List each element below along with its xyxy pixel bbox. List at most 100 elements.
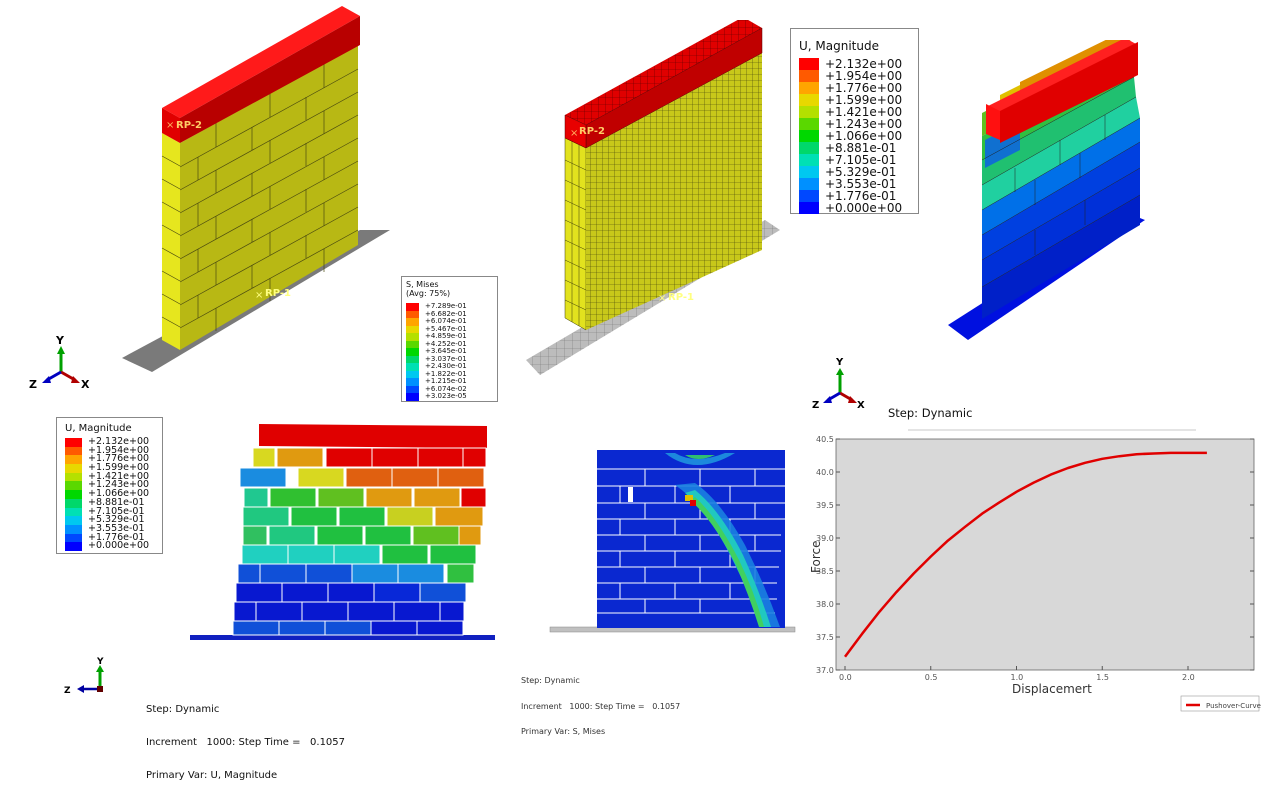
chart-legend[interactable]: Pushover-Curve [1180, 695, 1261, 712]
mesh-rp2-marker[interactable]: × RP-2 [570, 126, 605, 139]
legend-row: +8.881e-01 [799, 142, 910, 154]
legend-value: +1.066e+00 [825, 129, 903, 143]
legend-row: +1.243e+00 [65, 479, 154, 491]
legend-swatch [65, 542, 82, 551]
svg-text:RP-1: RP-1 [668, 292, 694, 303]
pushover-curve-line[interactable] [843, 451, 1207, 658]
svg-text:RP-2: RP-2 [176, 120, 202, 131]
legend-value: +4.859e-01 [425, 332, 467, 340]
legend-value: +6.074e-02 [425, 384, 467, 393]
legend-row: +3.553e-01 [65, 524, 154, 534]
displacement-legend-top-scale: +2.132e+00 +1.954e+00 +1.776e+00 +1.599e+00… [799, 58, 910, 214]
legend-value: +1.421e+00 [825, 105, 903, 119]
triad-y-label: Y [55, 334, 65, 347]
y-axis-label: Force [809, 541, 823, 573]
front-s-info: Step: Dynamic Increment 1000: Step Time … [521, 676, 681, 736]
front-u-triad: Y Z [64, 657, 104, 696]
legend-value: +6.682e-01 [425, 309, 467, 318]
legend-swatch [406, 325, 419, 333]
displacement-legend-bottom-scale: +2.132e+00 +1.954e+00 +1.776e+00 +1.599e+00… [65, 436, 154, 551]
svg-text:Y: Y [835, 357, 844, 368]
rp2-marker[interactable]: × RP-2 [166, 120, 202, 131]
legend-swatch [65, 490, 82, 499]
legend-swatch [799, 94, 819, 106]
displacement-legend-top: U, Magnitude +2.132e+00 +1.954e+00 +1.776e… [790, 28, 919, 214]
mesh-wall-face [586, 53, 762, 330]
x-axis-label: Displacemert [1012, 682, 1092, 696]
beam-side [162, 108, 180, 143]
legend-series-label: Pushover-Curve [1206, 702, 1261, 710]
deformed-front-u-view[interactable] [185, 418, 525, 648]
legend-value: +1.243e+00 [88, 479, 150, 491]
svg-text:×: × [570, 128, 578, 139]
legend-row: +7.105e-01 [799, 154, 910, 166]
svg-text:0.0: 0.0 [839, 673, 852, 682]
legend-value: +7.105e-01 [88, 505, 145, 517]
legend-value: +3.023e-05 [425, 392, 467, 400]
legend-swatch [406, 370, 419, 378]
undeformed-wall-view[interactable]: × RP-2 × RP-1 [110, 0, 410, 390]
legend-value: +2.430e-01 [425, 362, 467, 370]
deformed-3d-view[interactable] [940, 40, 1160, 350]
legend-swatch [406, 363, 419, 371]
legend-row: +3.037e-01 [406, 354, 493, 363]
front-u-info: Step: Dynamic Increment 1000: Step Time … [146, 704, 346, 781]
legend-swatch [799, 202, 819, 214]
legend-value: +7.289e-01 [425, 302, 467, 310]
svg-text:RP-1: RP-1 [265, 288, 291, 299]
rp1-marker[interactable]: × RP-1 [255, 288, 291, 301]
svg-text:×: × [658, 293, 666, 304]
svg-text:39.5: 39.5 [816, 501, 834, 510]
legend-swatch [65, 472, 82, 482]
legend-row: +2.132e+00 [799, 58, 910, 70]
pushover-chart[interactable]: 0.0 0.5 1.0 1.5 2.0 37.0 37.5 38.0 38.5 39.0 39.5… [800, 425, 1280, 720]
legend-value: +4.252e-01 [425, 339, 467, 348]
legend-row: +3.645e-01 [406, 347, 493, 356]
legend-value: +1.066e+00 [88, 488, 150, 500]
legend-swatch [65, 438, 82, 447]
chart-plot-area [835, 438, 1255, 671]
legend-swatch [65, 533, 82, 543]
legend-swatch [799, 118, 819, 130]
chart-top-rule [908, 429, 1196, 431]
legend-value: +1.243e+00 [825, 117, 903, 131]
x-axis-ticks: 0.0 0.5 1.0 1.5 2.0 [839, 666, 1195, 682]
legend-swatch [406, 355, 419, 363]
legend-swatch [799, 106, 819, 118]
legend-swatch [406, 385, 419, 393]
beam-top [162, 6, 360, 118]
legend-swatch [406, 333, 419, 341]
svg-text:×: × [255, 290, 263, 301]
displacement-legend-top-title: U, Magnitude [799, 39, 879, 53]
legend-row: +2.132e+00 [65, 436, 154, 447]
svg-text:X: X [857, 400, 865, 410]
wall-side-face [162, 133, 180, 350]
mesh-rp1-marker[interactable]: × RP-1 [658, 292, 694, 304]
legend-row: +1.954e+00 [65, 446, 154, 456]
legend-row: +3.023e-05 [406, 392, 493, 401]
legend-swatch [65, 516, 82, 525]
legend-value: +3.037e-01 [425, 354, 467, 363]
legend-swatch [65, 524, 82, 534]
legend-swatch [799, 178, 819, 190]
legend-row: +1.776e+00 [799, 82, 910, 94]
svg-text:×: × [166, 120, 174, 131]
meshed-wall-view[interactable]: × RP-2 × RP-1 [500, 20, 790, 380]
legend-value: +1.776e-01 [88, 531, 145, 543]
legend-swatch [406, 340, 419, 348]
stress-legend: S, Mises (Avg: 75%) +7.289e-01 +6.682e-01… [401, 276, 498, 402]
legend-row: +8.881e-01 [65, 498, 154, 508]
legend-row: +5.329e-01 [65, 515, 154, 525]
legend-value: +5.467e-01 [425, 324, 467, 333]
deformed-beam-front [1000, 42, 1138, 143]
deformed-front-s-view[interactable] [545, 445, 800, 640]
legend-row: +1.066e+00 [65, 488, 154, 500]
legend-row: +1.215e-01 [406, 377, 493, 386]
legend-value: +2.132e+00 [88, 436, 150, 447]
legend-swatch [406, 378, 419, 386]
legend-row: +1.421e+00 [799, 106, 910, 118]
legend-value: +1.215e-01 [425, 377, 467, 385]
legend-value: +1.599e+00 [88, 462, 150, 474]
legend-swatch [406, 318, 419, 326]
legend-swatch [65, 498, 82, 508]
